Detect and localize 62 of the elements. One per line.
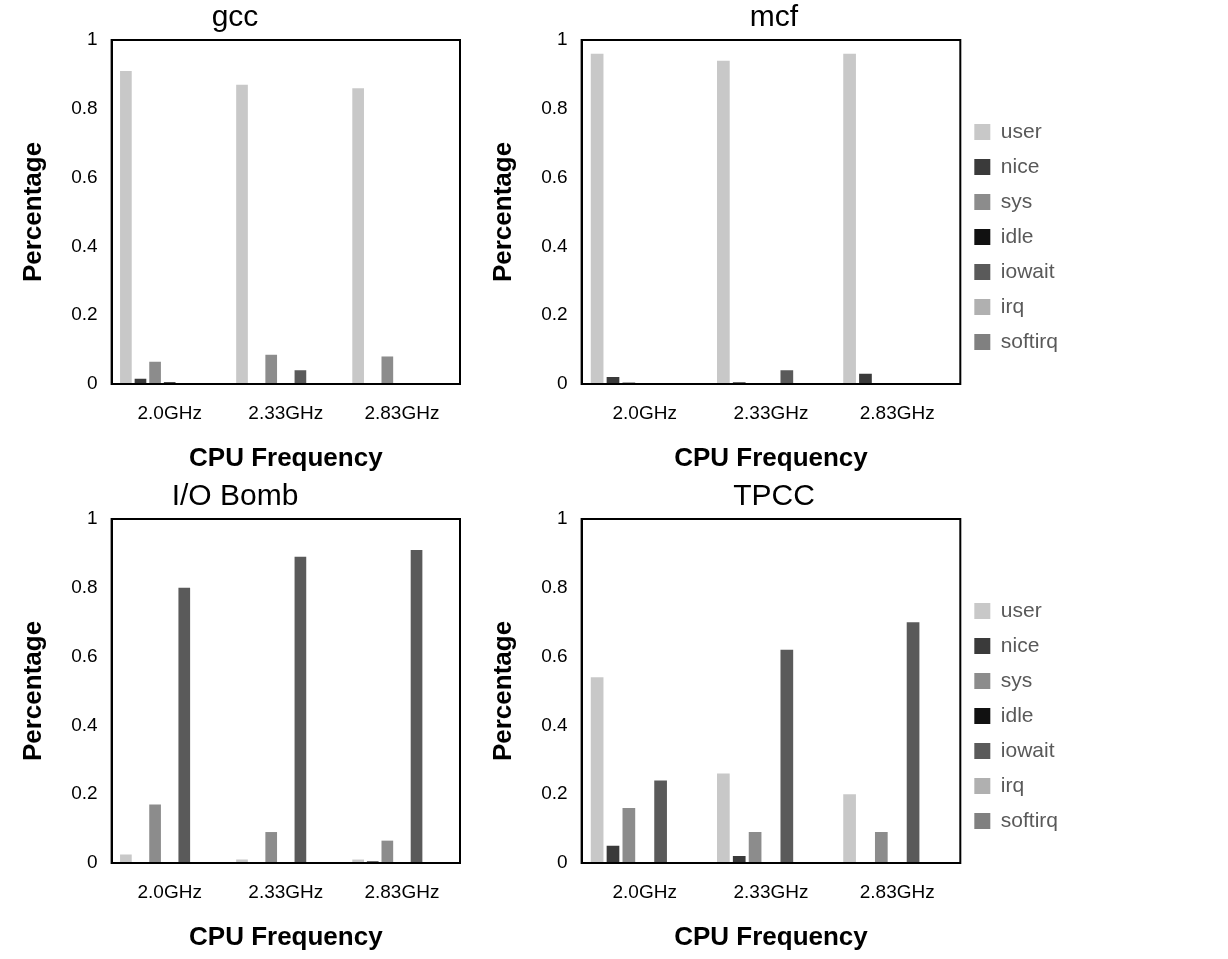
- legend-label: irq: [1000, 293, 1025, 317]
- y-tick-label: 0.2: [71, 782, 98, 804]
- legend-label: iowait: [1000, 258, 1055, 282]
- x-tick-label: 2.0GHz: [137, 880, 202, 902]
- x-axis-title: CPU Frequency: [674, 920, 869, 951]
- y-tick-label: 1: [87, 28, 98, 50]
- x-axis-title: CPU Frequency: [674, 441, 869, 472]
- y-axis-title: Percentage: [16, 141, 47, 283]
- legend-label: softirq: [1000, 807, 1058, 831]
- y-tick-label: 0.6: [71, 644, 98, 666]
- y-tick-label: 0.2: [541, 782, 568, 804]
- x-axis-title: CPU Frequency: [189, 920, 384, 951]
- y-tick-label: 0.4: [71, 713, 99, 735]
- y-tick-label: 0: [87, 372, 98, 394]
- y-tick-label: 0.4: [71, 234, 99, 256]
- y-axis-title: Percentage: [486, 141, 517, 283]
- y-tick-label: 0.6: [541, 644, 568, 666]
- y-tick-label: 0: [87, 851, 98, 873]
- y-tick-label: 1: [87, 507, 98, 529]
- y-tick-label: 0.2: [541, 303, 568, 325]
- legend-label: idle: [1000, 223, 1034, 247]
- x-tick-label: 2.33GHz: [248, 880, 324, 902]
- legend-label: sys: [1000, 188, 1033, 212]
- chart-title: I/O Bomb: [171, 478, 299, 512]
- y-tick-label: 1: [557, 28, 568, 50]
- legend-label: user: [1000, 597, 1042, 621]
- y-tick-label: 1: [557, 507, 568, 529]
- x-tick-label: 2.0GHz: [612, 880, 677, 902]
- y-tick-label: 0.8: [71, 576, 98, 598]
- x-tick-label: 2.83GHz: [364, 401, 440, 423]
- x-tick-label: 2.83GHz: [364, 880, 440, 902]
- x-tick-label: 2.0GHz: [612, 401, 677, 423]
- x-tick-label: 2.33GHz: [733, 401, 809, 423]
- legend-label: softirq: [1000, 328, 1058, 352]
- y-tick-label: 0.8: [71, 97, 98, 119]
- legend-label: idle: [1000, 702, 1034, 726]
- y-tick-label: 0.6: [541, 165, 568, 187]
- y-tick-label: 0: [557, 851, 568, 873]
- y-tick-label: 0.6: [71, 165, 98, 187]
- y-axis-title: Percentage: [16, 620, 47, 762]
- x-tick-label: 2.83GHz: [859, 880, 935, 902]
- chart-title: mcf: [749, 0, 799, 33]
- legend-label: nice: [1000, 632, 1040, 656]
- x-axis-title: CPU Frequency: [189, 441, 384, 472]
- x-tick-label: 2.33GHz: [248, 401, 324, 423]
- y-tick-label: 0.2: [71, 303, 98, 325]
- y-tick-label: 0.4: [541, 713, 569, 735]
- x-tick-label: 2.83GHz: [859, 401, 935, 423]
- chart-title: TPCC: [733, 478, 815, 512]
- legend-label: sys: [1000, 667, 1033, 691]
- legend-label: user: [1000, 118, 1042, 142]
- chart-title: gcc: [211, 0, 259, 33]
- y-tick-label: 0: [557, 372, 568, 394]
- y-axis-title: Percentage: [486, 620, 517, 762]
- y-tick-label: 0.8: [541, 576, 568, 598]
- y-tick-label: 0.8: [541, 97, 568, 119]
- x-tick-label: 2.0GHz: [137, 401, 202, 423]
- x-tick-label: 2.33GHz: [733, 880, 809, 902]
- y-tick-label: 0.4: [541, 234, 569, 256]
- legend-label: irq: [1000, 772, 1025, 796]
- legend-label: iowait: [1000, 737, 1055, 761]
- legend-label: nice: [1000, 153, 1040, 177]
